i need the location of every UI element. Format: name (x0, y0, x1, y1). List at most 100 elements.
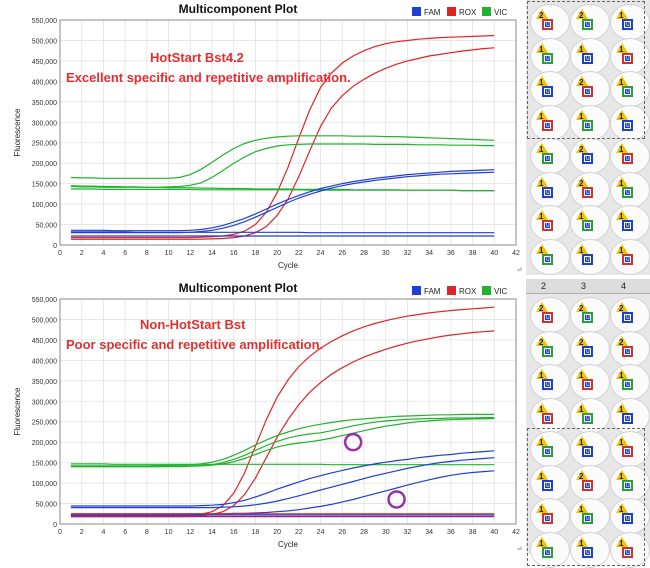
well-label: U (546, 482, 550, 489)
warning-icon (536, 436, 548, 446)
well-target-icon (582, 479, 593, 491)
well-target-icon (542, 86, 553, 97)
well-fill-icon (585, 256, 590, 262)
plot-area (59, 298, 517, 525)
well-target-icon (622, 253, 633, 265)
well-fill-icon (625, 549, 630, 555)
x-tick-label: 28 (360, 250, 368, 257)
well-label: U (586, 449, 590, 455)
y-axis-label: Fluorescence (13, 387, 22, 436)
warning-icon (576, 9, 588, 19)
well-target-icon (582, 86, 593, 97)
well-label: U (586, 22, 590, 28)
well-fill-icon (625, 122, 630, 128)
well-fill-icon (625, 315, 630, 320)
well-flag-count: 1 (539, 371, 544, 380)
warning-icon (536, 469, 548, 480)
series-line (70, 413, 495, 467)
well-label: U (546, 223, 550, 229)
well-flag-count: 2 (539, 11, 544, 20)
warning-icon (576, 335, 588, 346)
well-label: U (626, 482, 630, 489)
well-fill-icon (545, 156, 550, 161)
x-tick-label: 26 (338, 250, 346, 257)
column-header-label: 3 (581, 281, 587, 291)
y-tick-label: 250,000 (32, 420, 57, 427)
plate-column-header: 2 3 4 (526, 279, 650, 294)
well-fill-icon (585, 482, 590, 488)
x-tick-label: 12 (186, 529, 194, 536)
well-fill-icon (545, 256, 550, 262)
warning-icon (536, 369, 548, 379)
warning-icon (616, 109, 628, 120)
well-target-icon (622, 220, 633, 231)
well-label: U (546, 122, 550, 129)
well-label: U (626, 415, 630, 422)
highlight-circle (343, 432, 363, 452)
warning-icon (616, 369, 628, 379)
series-line (70, 306, 495, 517)
well-label: U (546, 156, 550, 162)
x-tick-label: 36 (447, 529, 455, 536)
x-axis-label: Cycle (278, 261, 299, 270)
y-tick-label: 500,000 (32, 38, 57, 45)
well-target-icon (582, 119, 593, 131)
warning-icon (576, 210, 588, 220)
well-label: U (546, 549, 550, 556)
highlight-circle (387, 490, 406, 509)
y-tick-label: 550,000 (32, 297, 57, 304)
warning-icon (576, 76, 588, 86)
legend-label: VIC (494, 287, 508, 296)
warning-icon (616, 176, 628, 187)
well-target-icon (582, 345, 593, 357)
well-flag-count: 1 (539, 145, 544, 154)
well-fill-icon (585, 22, 590, 27)
well-flag-count: 1 (619, 44, 624, 54)
well-target-icon (622, 86, 633, 97)
well-flag-count: 2 (539, 337, 544, 347)
y-tick-label: 400,000 (32, 79, 57, 86)
well-fill-icon (585, 55, 590, 61)
well-flag-count: 2 (579, 471, 584, 481)
warning-icon (616, 402, 628, 413)
legend-swatch (447, 7, 456, 16)
well-flag-count: 2 (579, 178, 584, 188)
annotation-line: Excellent specific and repetitive amplif… (66, 70, 351, 85)
